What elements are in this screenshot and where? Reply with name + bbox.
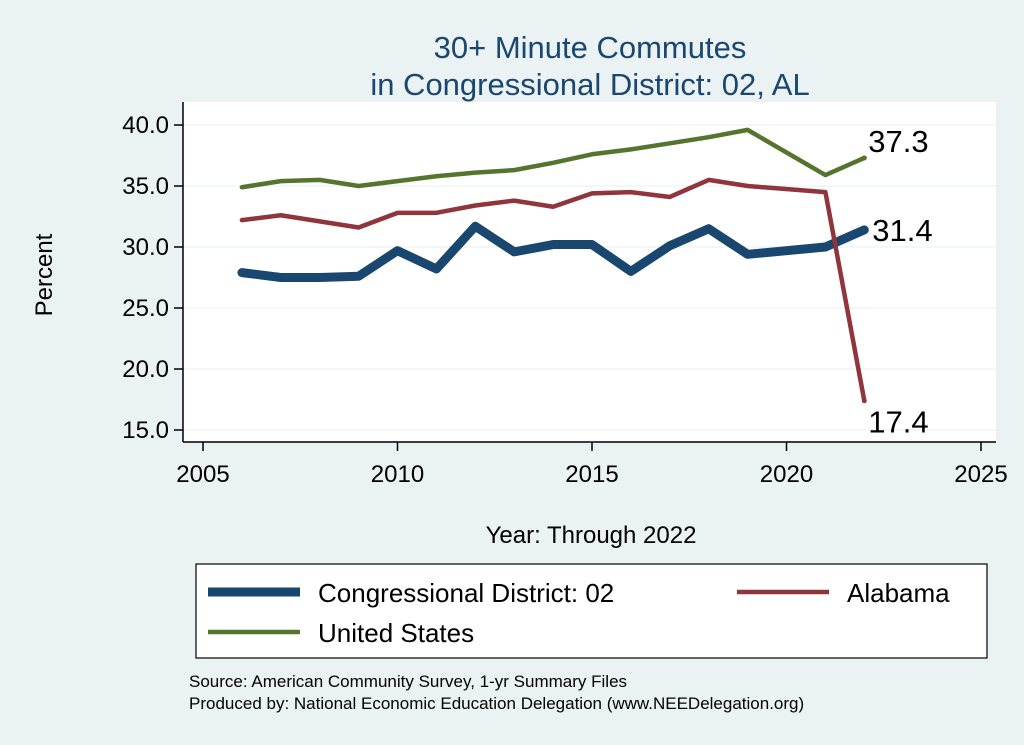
chart-title-line-2: in Congressional District: 02, AL bbox=[370, 67, 809, 102]
source-note: Source: American Community Survey, 1-yr … bbox=[189, 672, 627, 691]
x-tick-label-2005: 2005 bbox=[176, 461, 229, 488]
y-axis-title: Percent bbox=[31, 233, 58, 316]
series-line-congressional-district bbox=[237, 221, 869, 282]
end-labels: 31.4 17.4 37.3 bbox=[868, 124, 932, 440]
chart-title-line-1: 30+ Minute Commutes bbox=[434, 30, 747, 65]
y-tick-label-20: 20.0 bbox=[122, 356, 169, 383]
series-endpoint-alabama bbox=[861, 398, 867, 404]
x-tick-label-2015: 2015 bbox=[565, 461, 618, 488]
y-tick-label-25: 25.0 bbox=[122, 295, 169, 322]
end-label-united-states: 37.3 bbox=[868, 124, 928, 159]
y-axis-ticks: 15.0 20.0 25.0 30.0 35.0 40.0 bbox=[122, 112, 183, 444]
x-tick-label-2020: 2020 bbox=[760, 461, 813, 488]
series-group bbox=[237, 127, 869, 404]
x-axis-title: Year: Through 2022 bbox=[486, 522, 697, 549]
series-endpoint-congressional-district bbox=[861, 227, 867, 233]
y-tick-label-30: 30.0 bbox=[122, 234, 169, 261]
series-line-united-states bbox=[239, 127, 867, 190]
y-tick-label-35: 35.0 bbox=[122, 173, 169, 200]
y-tick-label-15: 15.0 bbox=[122, 417, 169, 444]
y-tick-label-40: 40.0 bbox=[122, 112, 169, 139]
series-endpoint-united-states bbox=[861, 155, 867, 161]
x-axis-ticks: 2005 2010 2015 2020 2025 bbox=[176, 442, 1008, 488]
legend-label-congressional-district: Congressional District: 02 bbox=[318, 578, 614, 608]
produced-by-note: Produced by: National Economic Education… bbox=[189, 694, 804, 713]
x-tick-label-2010: 2010 bbox=[371, 461, 424, 488]
x-tick-label-2025: 2025 bbox=[954, 461, 1007, 488]
legend-label-united-states: United States bbox=[318, 618, 474, 648]
series-line-alabama bbox=[239, 177, 867, 403]
end-label-congressional-district: 31.4 bbox=[872, 213, 932, 248]
legend-box bbox=[195, 563, 988, 659]
end-label-alabama: 17.4 bbox=[868, 405, 928, 440]
legend-label-alabama: Alabama bbox=[847, 578, 950, 608]
